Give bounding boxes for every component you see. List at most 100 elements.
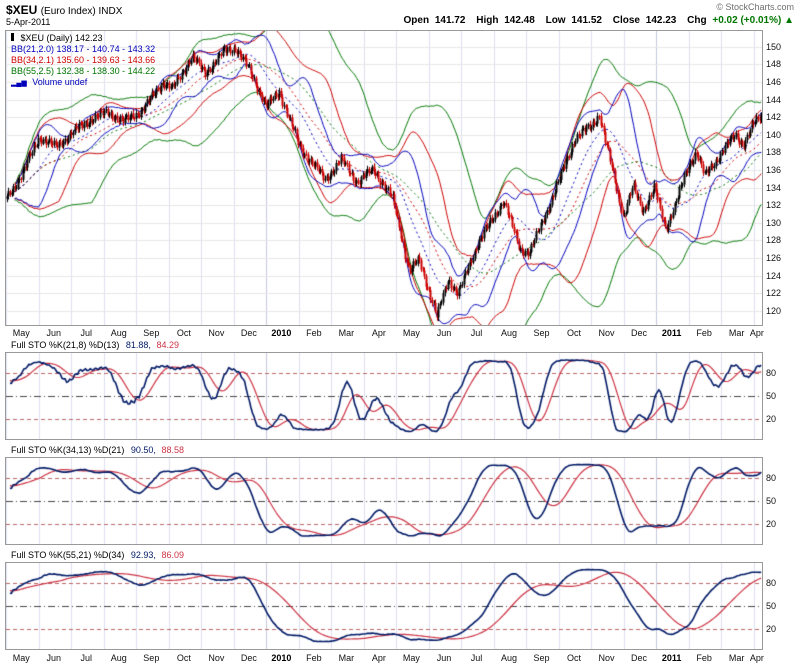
month-label: Sep bbox=[143, 328, 160, 338]
price-axis: 150 148 146 144 142 140 138 136 134 132 130 128 126 1… bbox=[766, 31, 798, 325]
main-legend: $XEU (Daily) 142.23 BB(21,2.0) 138.17 - … bbox=[11, 33, 155, 89]
candlestick-icon bbox=[11, 33, 14, 41]
month-label: 2011 bbox=[661, 653, 682, 663]
month-label: Nov bbox=[598, 328, 615, 338]
symbol-name: $XEU bbox=[6, 3, 38, 17]
month-axis-bottom: May Jun Jul Aug Sep Oct Nov Dec 2010 Feb Mar Apr May… bbox=[5, 653, 764, 665]
month-label: Aug bbox=[500, 328, 518, 338]
month-label: Dec bbox=[240, 653, 257, 663]
chart-date: 5-Apr-2011 bbox=[6, 17, 51, 27]
month-label: Apr bbox=[371, 328, 386, 338]
month-label: Jun bbox=[46, 328, 62, 338]
stoch2-panel bbox=[5, 457, 763, 545]
main-price-chart bbox=[5, 30, 763, 326]
price-tick-label: 134 bbox=[766, 182, 782, 193]
month-label: Aug bbox=[110, 653, 127, 663]
month-label: Nov bbox=[208, 328, 225, 338]
month-label: May bbox=[402, 328, 420, 338]
up-arrow-icon: ▲ bbox=[784, 15, 794, 26]
close-label: Close bbox=[612, 15, 640, 26]
month-label: Mar bbox=[338, 653, 355, 663]
price-tick-label: 138 bbox=[766, 147, 782, 158]
oscillator-tick-label: 80 bbox=[766, 367, 777, 378]
indicator-name: Full STO %K(34,13) %D(21) bbox=[11, 445, 125, 455]
stoch3-axis: 80 50 20 bbox=[766, 563, 798, 649]
open-label: Open bbox=[403, 15, 430, 26]
high-value: 142.48 bbox=[504, 15, 535, 26]
symbol-description: (Euro Index) INDX bbox=[40, 6, 123, 17]
chg-value: +0.02 (+0.01%) bbox=[712, 15, 782, 26]
k-value: 90.50, bbox=[130, 445, 156, 455]
month-label: Oct bbox=[567, 653, 582, 663]
price-tick-label: 150 bbox=[766, 41, 782, 52]
price-tick-label: 132 bbox=[766, 200, 782, 211]
month-label: 2010 bbox=[271, 653, 292, 663]
low-value: 141.52 bbox=[571, 15, 602, 26]
month-label: Jul bbox=[470, 653, 483, 663]
symbol-legend-row: $XEU (Daily) 142.23 bbox=[11, 33, 155, 44]
month-label: May bbox=[402, 653, 420, 663]
month-label: Dec bbox=[631, 328, 648, 338]
price-tick-label: 146 bbox=[766, 77, 782, 88]
month-label: Feb bbox=[696, 653, 712, 663]
month-label: Apr bbox=[749, 328, 764, 338]
chg-label: Chg bbox=[687, 15, 707, 26]
stoch2-label: Full STO %K(34,13) %D(21) 90.50, 88.58 bbox=[11, 445, 184, 455]
symbol-legend: $XEU (Daily) 142.23 bbox=[20, 33, 103, 43]
open-value: 141.72 bbox=[434, 15, 466, 26]
month-label: 2011 bbox=[661, 328, 682, 338]
month-label: Apr bbox=[749, 653, 764, 663]
close-value: 142.23 bbox=[645, 15, 677, 26]
month-label: May bbox=[12, 328, 30, 338]
stoch3-label: Full STO %K(55,21) %D(34) 92.93, 86.09 bbox=[11, 550, 184, 560]
stoch3-panel bbox=[5, 562, 763, 650]
k-value: 81.88, bbox=[125, 340, 151, 350]
quote-line: Open 141.72 High 142.48 Low 141.52 Close… bbox=[396, 15, 795, 26]
price-tick-label: 128 bbox=[766, 235, 782, 246]
month-label: Sep bbox=[533, 328, 550, 338]
chart-title: $XEU (Euro Index) INDX bbox=[6, 3, 122, 17]
price-tick-label: 124 bbox=[766, 270, 782, 281]
price-canvas bbox=[6, 31, 762, 325]
price-tick-label: 142 bbox=[766, 112, 782, 123]
month-label: Aug bbox=[500, 653, 518, 663]
oscillator-tick-label: 20 bbox=[766, 623, 777, 634]
oscillator-tick-label: 50 bbox=[766, 600, 777, 611]
price-tick-label: 148 bbox=[766, 59, 782, 70]
volume-legend: Volume undef bbox=[32, 77, 88, 87]
month-label: Dec bbox=[631, 653, 648, 663]
price-tick-label: 144 bbox=[766, 94, 782, 105]
price-tick-label: 126 bbox=[766, 253, 782, 264]
price-tick-label: 122 bbox=[766, 288, 782, 299]
oscillator-tick-label: 80 bbox=[766, 577, 777, 588]
month-label: Jun bbox=[46, 653, 62, 663]
month-label: Mar bbox=[728, 328, 745, 338]
month-label: Feb bbox=[696, 328, 712, 338]
oscillator-tick-label: 20 bbox=[766, 518, 777, 529]
price-tick-label: 136 bbox=[766, 165, 782, 176]
k-value: 92.93, bbox=[130, 550, 156, 560]
stoch2-axis: 80 50 20 bbox=[766, 458, 798, 544]
month-label: Feb bbox=[306, 653, 322, 663]
month-label: Oct bbox=[567, 328, 582, 338]
month-label: Sep bbox=[143, 653, 160, 663]
month-label: Oct bbox=[176, 653, 191, 663]
oscillator-tick-label: 50 bbox=[766, 495, 777, 506]
volume-legend-row: ▂▄▆ Volume undef bbox=[11, 77, 155, 89]
month-label: Oct bbox=[176, 328, 191, 338]
month-label: Jul bbox=[80, 328, 93, 338]
bb34-legend: BB(34,2.1) 135.60 - 139.63 - 143.66 bbox=[11, 55, 156, 65]
stoch1-label: Full STO %K(21,8) %D(13) 81.88, 84.29 bbox=[11, 340, 179, 350]
month-label: Mar bbox=[728, 653, 745, 663]
stoch1-panel bbox=[5, 352, 763, 440]
copyright: © StockCharts.com bbox=[716, 2, 794, 12]
stoch2-canvas bbox=[6, 458, 762, 544]
month-label: Mar bbox=[338, 328, 355, 338]
month-label: 2010 bbox=[271, 328, 292, 338]
month-label: Feb bbox=[306, 328, 322, 338]
d-value: 86.09 bbox=[161, 550, 184, 560]
price-tick-label: 130 bbox=[766, 217, 782, 228]
month-label: Jul bbox=[80, 653, 93, 663]
month-label: Jul bbox=[470, 328, 483, 338]
